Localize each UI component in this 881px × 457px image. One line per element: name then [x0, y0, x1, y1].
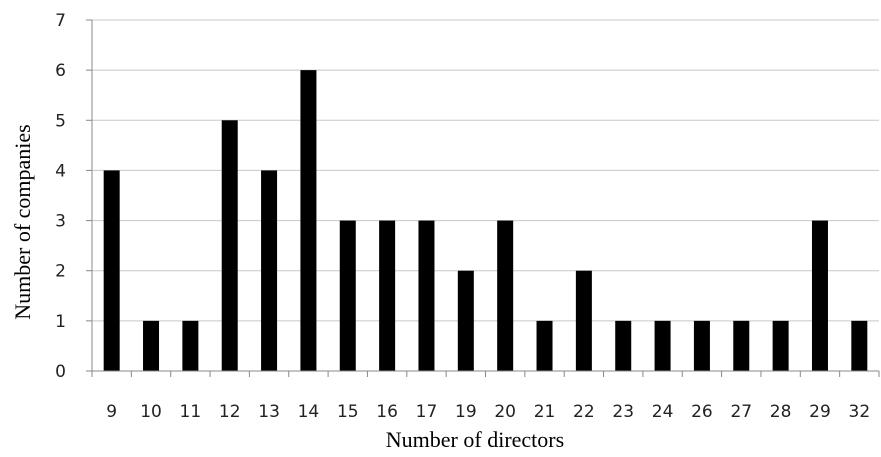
bar-16 — [379, 220, 396, 371]
x-tick-label: 11 — [180, 402, 202, 422]
bar-21 — [536, 320, 553, 371]
x-axis-title: Number of directors — [386, 427, 564, 452]
y-tick-label: 3 — [55, 212, 66, 232]
x-tick-label: 21 — [534, 402, 556, 422]
x-tick-label: 14 — [298, 402, 320, 422]
x-tick-label: 10 — [140, 402, 162, 422]
bar-29 — [811, 220, 828, 371]
y-tick-labels: 0 1 2 3 4 5 6 7 — [55, 11, 66, 382]
y-tick-label: 0 — [55, 362, 66, 382]
bar-11 — [182, 320, 199, 371]
x-tick-label: 26 — [691, 402, 713, 422]
x-tick-label: 28 — [770, 402, 792, 422]
x-tick-label: 9 — [106, 402, 117, 422]
bar-27 — [733, 320, 750, 371]
y-tick-label: 7 — [55, 11, 66, 31]
x-tick-label: 29 — [809, 402, 831, 422]
bar-32 — [851, 320, 868, 371]
x-tick-label: 27 — [730, 402, 752, 422]
x-tick-label: 22 — [573, 402, 595, 422]
x-tick-label: 12 — [219, 402, 241, 422]
bar-17 — [418, 220, 435, 371]
bar-28 — [772, 320, 789, 371]
bar-23 — [615, 320, 632, 371]
bar-13 — [261, 170, 278, 371]
bar-12 — [221, 120, 238, 372]
x-tick-label: 19 — [455, 402, 477, 422]
bar-10 — [143, 320, 160, 371]
gridlines — [92, 19, 879, 322]
y-tick-label: 4 — [55, 161, 66, 181]
bar-22 — [575, 270, 592, 371]
x-tick-label: 13 — [258, 402, 280, 422]
x-tick-label: 15 — [337, 402, 359, 422]
x-tick-label: 32 — [849, 402, 871, 422]
axes — [86, 19, 880, 377]
bar-14 — [300, 70, 317, 372]
y-tick-label: 6 — [55, 61, 66, 81]
y-tick-label: 5 — [55, 111, 66, 131]
bar-20 — [497, 220, 514, 371]
x-tick-label: 23 — [612, 402, 634, 422]
x-tick-label: 17 — [416, 402, 438, 422]
bars — [103, 70, 868, 372]
bar-15 — [339, 220, 356, 371]
bar-19 — [457, 270, 474, 371]
bar-24 — [654, 320, 671, 371]
x-tick-label: 16 — [376, 402, 398, 422]
bar-26 — [693, 320, 710, 371]
bar-9 — [103, 170, 120, 371]
x-tick-label: 24 — [652, 402, 674, 422]
x-tick-labels: 9 10 11 12 13 14 15 16 17 19 20 21 22 23 24 26 27 28 29 32 — [106, 402, 870, 422]
y-axis-title: Number of companies — [10, 124, 35, 320]
x-tick-label: 20 — [494, 402, 516, 422]
y-tick-label: 1 — [55, 312, 66, 332]
y-tick-label: 2 — [55, 262, 66, 282]
